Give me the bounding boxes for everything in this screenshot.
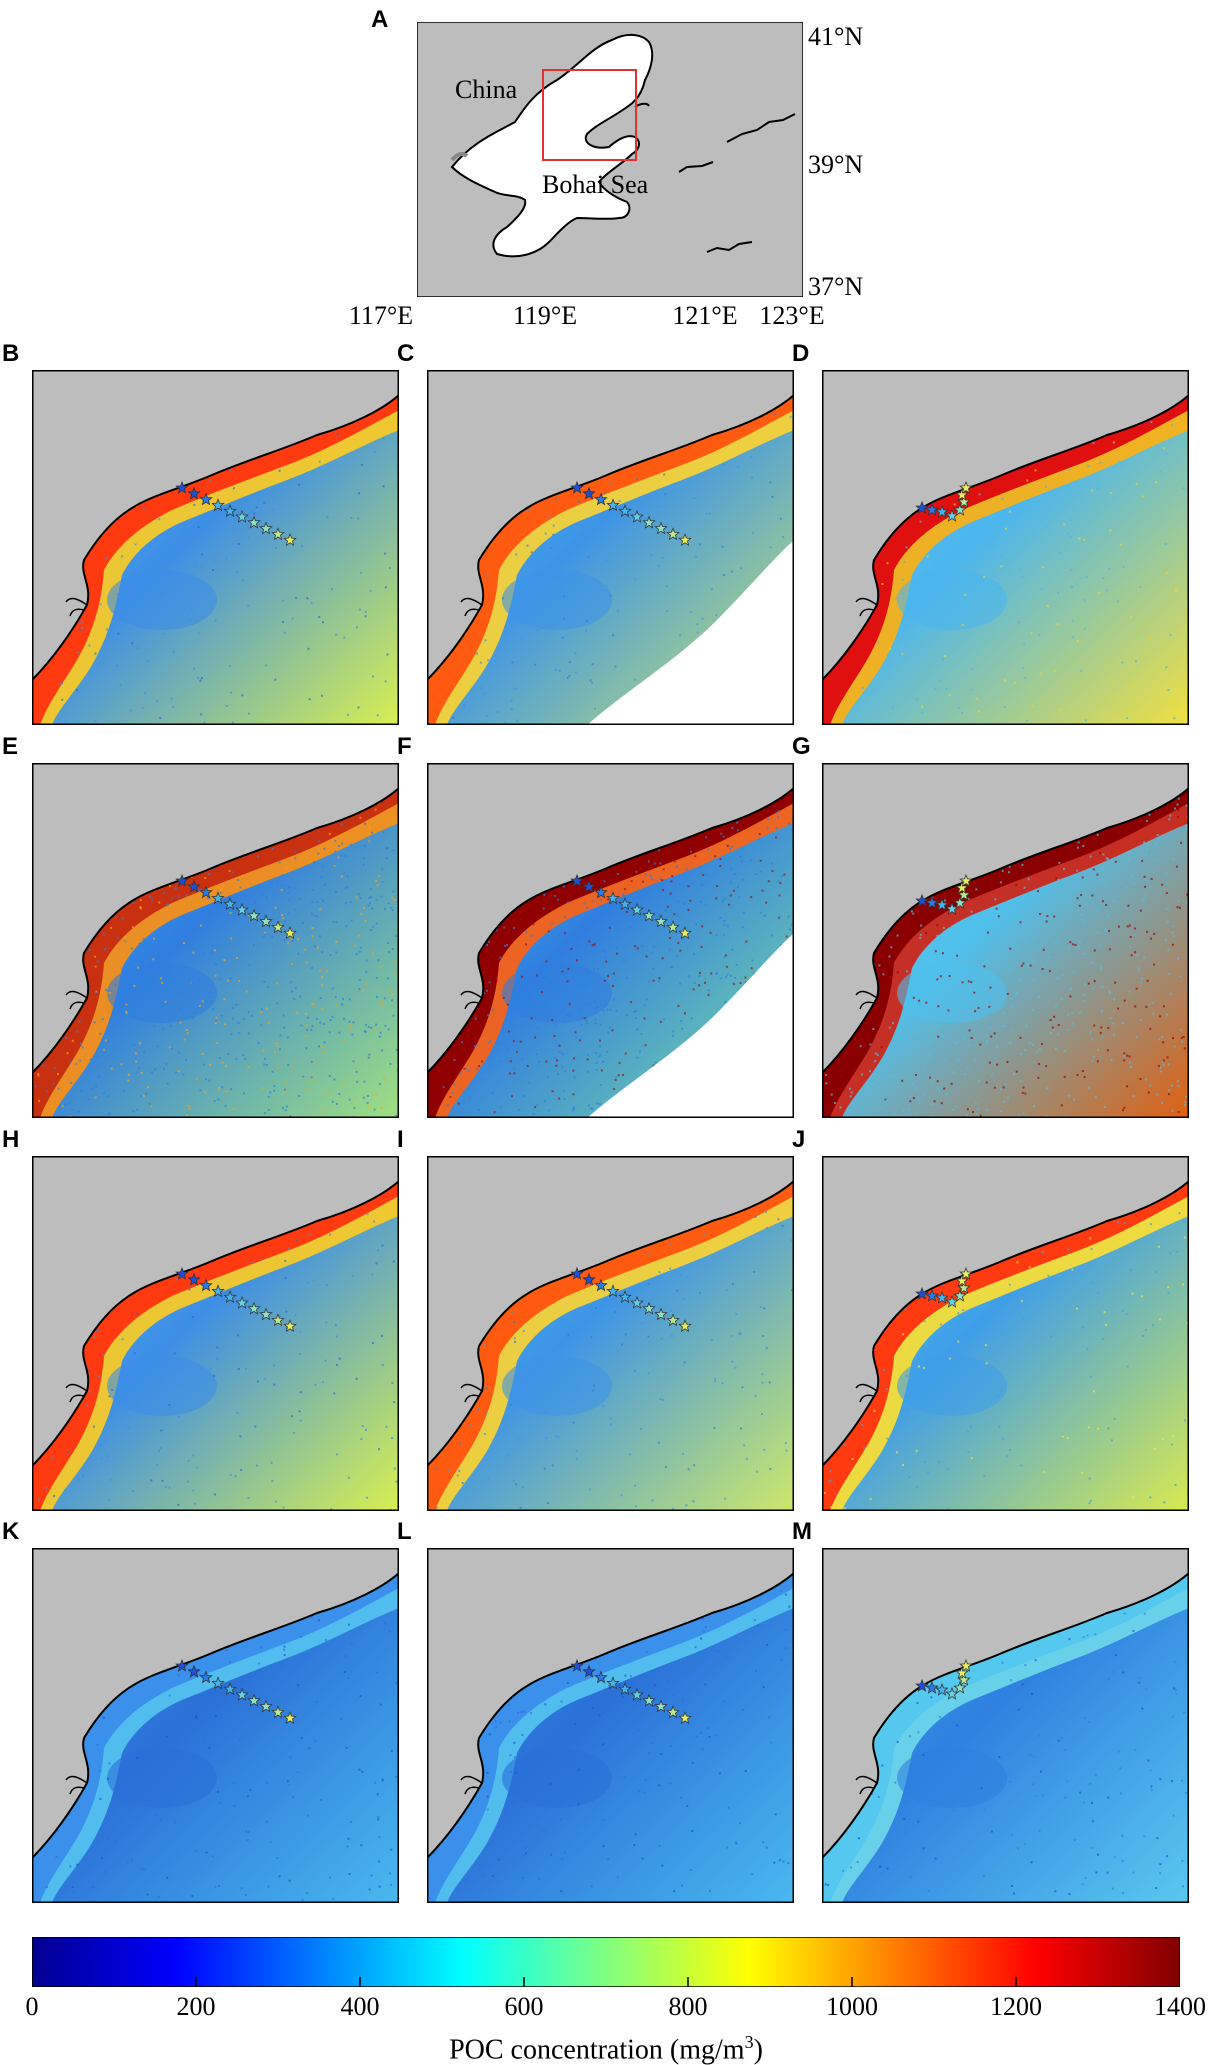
satellite-panel-k	[32, 1548, 399, 1903]
lon-label-121: 121°E	[672, 303, 737, 329]
satellite-panel-h	[32, 1156, 399, 1511]
panel-label-j: J	[792, 1128, 805, 1152]
colorbar-title-text: POC concentration (mg/m	[449, 2034, 745, 2065]
panel-label-a: A	[371, 8, 388, 32]
satellite-panel-f	[427, 763, 794, 1118]
satellite-panel-m	[822, 1548, 1189, 1903]
satellite-panel-b	[32, 370, 399, 725]
panel-label-g: G	[792, 735, 811, 759]
satellite-panel-j	[822, 1156, 1189, 1511]
colorbar-tick-label: 1400	[1154, 1994, 1206, 2020]
lat-label-39: 39°N	[808, 152, 863, 178]
colorbar-gradient	[32, 1937, 1180, 1987]
colorbar-tick-label: 0	[26, 1994, 39, 2020]
panel-label-l: L	[397, 1520, 412, 1544]
colorbar-tick-label: 1000	[826, 1994, 878, 2020]
colorbar-tick-label: 400	[341, 1994, 380, 2020]
panel-label-h: H	[2, 1128, 19, 1152]
panel-label-f: F	[397, 735, 412, 759]
satellite-panel-e	[32, 763, 399, 1118]
panel-label-d: D	[792, 342, 809, 366]
colorbar-title-close: )	[754, 2034, 763, 2065]
colorbar-tick-label: 1200	[990, 1994, 1042, 2020]
overview-map: China Bohai Sea	[417, 22, 803, 297]
panel-label-k: K	[2, 1520, 19, 1544]
lat-label-41: 41°N	[808, 24, 863, 50]
colorbar-tick-label: 800	[669, 1994, 708, 2020]
colorbar-tick-label: 600	[505, 1994, 544, 2020]
lon-label-119: 119°E	[513, 303, 577, 329]
colorbar-svg	[32, 1937, 1180, 1987]
lon-label-123: 123°E	[759, 303, 824, 329]
colorbar-title: POC concentration (mg/m3)	[449, 2027, 763, 2065]
panel-label-e: E	[2, 735, 18, 759]
overview-map-svg	[417, 22, 803, 297]
satellite-panel-d	[822, 370, 1189, 725]
panel-label-m: M	[792, 1520, 812, 1544]
colorbar-title-superscript: 3	[745, 2032, 754, 2052]
panel-label-c: C	[397, 342, 414, 366]
satellite-panel-i	[427, 1156, 794, 1511]
lat-label-37: 37°N	[808, 274, 863, 300]
panel-label-i: I	[397, 1128, 404, 1152]
colorbar-tick-label: 200	[177, 1994, 216, 2020]
colorbar	[32, 1937, 1180, 1987]
satellite-panel-l	[427, 1548, 794, 1903]
lon-label-117: 117°E	[349, 303, 413, 329]
place-label-china: China	[455, 77, 517, 103]
satellite-panel-g	[822, 763, 1189, 1118]
place-label-bohai-sea: Bohai Sea	[542, 172, 648, 198]
satellite-panel-c	[427, 370, 794, 725]
panel-label-b: B	[2, 342, 19, 366]
